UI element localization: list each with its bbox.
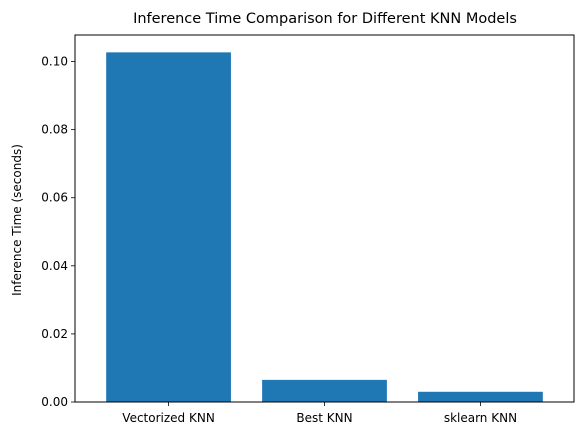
y-axis-label: Inference Time (seconds) (10, 144, 24, 296)
x-tick-label: sklearn KNN (444, 411, 517, 425)
chart-title: Inference Time Comparison for Different … (133, 11, 517, 27)
bar-best-knn (262, 379, 387, 402)
y-tick-label: 0.02 (41, 327, 68, 341)
bar-sklearn-knn (418, 391, 543, 402)
x-tick-label: Best KNN (296, 411, 352, 425)
y-ticks-group: 0.00 0.02 0.04 0.06 0.08 0.10 (41, 55, 75, 409)
bar-vectorized-knn (106, 52, 231, 403)
y-tick-label: 0.08 (41, 123, 68, 137)
bars-group (106, 52, 543, 403)
y-tick-label: 0.04 (41, 259, 68, 273)
y-tick-label: 0.10 (41, 55, 68, 69)
x-tick-label: Vectorized KNN (122, 411, 215, 425)
y-tick-label: 0.06 (41, 191, 68, 205)
y-tick-label: 0.00 (41, 395, 68, 409)
x-ticks-group: Vectorized KNN Best KNN sklearn KNN (122, 402, 517, 425)
plot-frame (74, 34, 575, 403)
